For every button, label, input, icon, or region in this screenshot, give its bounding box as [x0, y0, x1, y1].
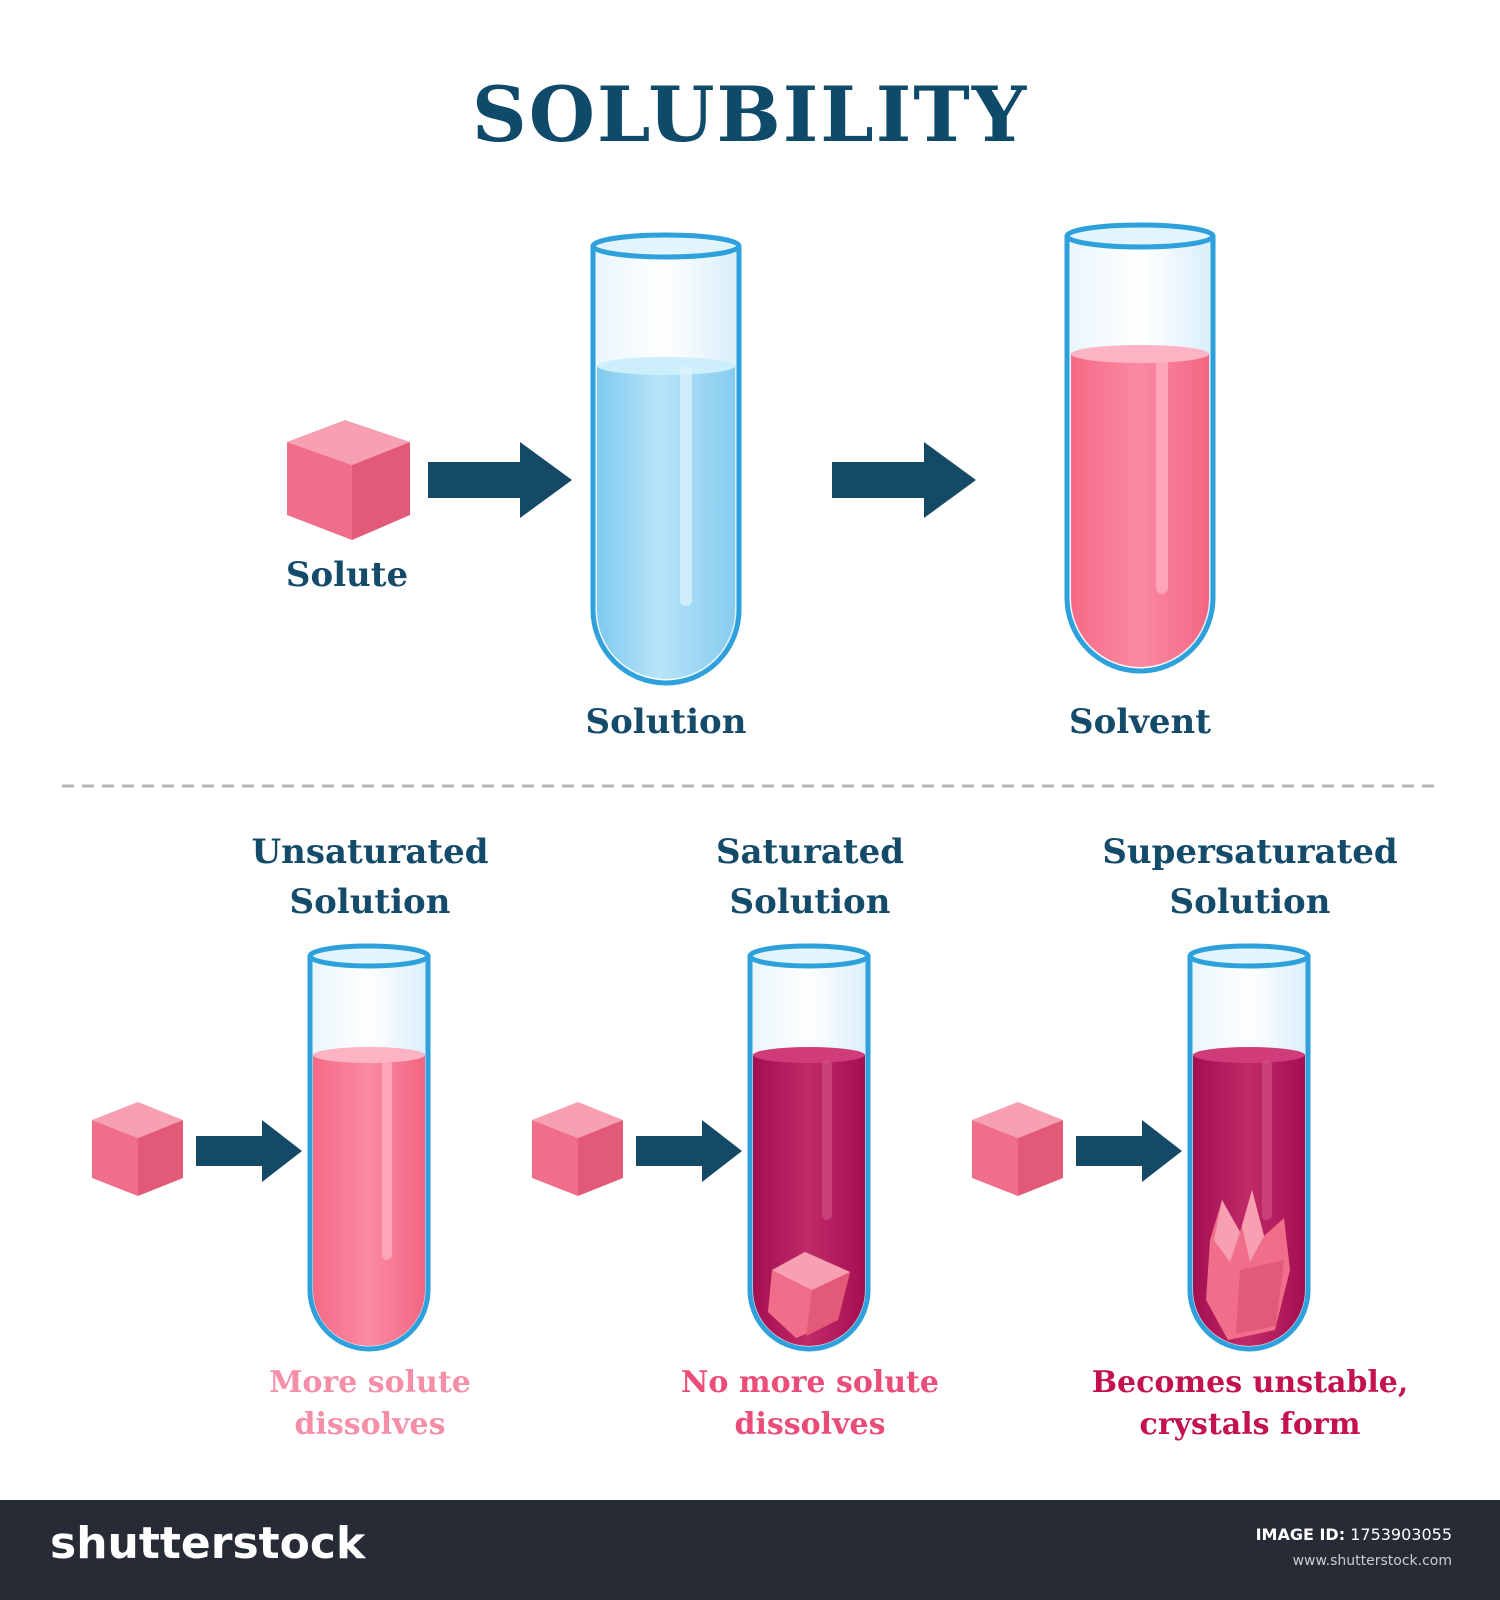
solvent-test-tube [1064, 222, 1216, 674]
solute-cube-icon [287, 420, 410, 540]
arrow-right-icon [196, 1120, 302, 1182]
unsaturated-test-tube [307, 943, 431, 1352]
solvent-label: Solvent [1069, 702, 1211, 742]
watermark-footer: shutterstock IMAGE ID: 1753903055 www.sh… [0, 1500, 1500, 1600]
unsaturated-title-line2: Solution [289, 882, 451, 922]
crystals-icon [1206, 1190, 1290, 1340]
arrow-right-icon [832, 442, 976, 518]
saturated-title-line1: Saturated [715, 832, 905, 872]
unsaturated-liquid [313, 1055, 425, 1346]
unsaturated-caption-line1: More solute [269, 1365, 471, 1400]
diagram-canvas: SOLUBILITY [62, 70, 1438, 1446]
watermark-url: www.shutterstock.com [1292, 1553, 1452, 1569]
solvent-liquid [1071, 354, 1209, 667]
saturated-caption: No more solute dissolves [650, 1362, 970, 1446]
solution-test-tube [590, 232, 742, 686]
image-id-value: 1753903055 [1350, 1525, 1452, 1544]
saturated-test-tube [747, 943, 871, 1352]
unsaturated-caption-line2: dissolves [294, 1407, 446, 1442]
solute-cube-icon [92, 1102, 183, 1196]
supersaturated-test-tube [1187, 943, 1311, 1352]
brand-logo: shutterstock [50, 1518, 366, 1569]
saturated-title: Saturated Solution [660, 827, 960, 927]
solute-cube-icon [972, 1102, 1063, 1196]
supersaturated-caption-line2: crystals form [1139, 1407, 1361, 1442]
supersaturated-title-line1: Supersaturated [1102, 832, 1398, 872]
image-id-label: IMAGE ID: [1255, 1525, 1346, 1544]
unsaturated-caption: More solute dissolves [220, 1362, 520, 1446]
arrow-right-icon [636, 1120, 742, 1182]
page-title: SOLUBILITY [471, 70, 1029, 159]
arrow-right-icon [1076, 1120, 1182, 1182]
solute-cube-icon [532, 1102, 623, 1196]
saturated-caption-line2: dissolves [734, 1407, 886, 1442]
supersaturated-title-line2: Solution [1169, 882, 1331, 922]
supersaturated-caption: Becomes unstable, crystals form [1070, 1362, 1430, 1446]
solution-label: Solution [585, 702, 747, 742]
unsaturated-title: Unsaturated Solution [220, 827, 520, 927]
unsaturated-title-line1: Unsaturated [251, 832, 489, 872]
diagram-graphics [62, 222, 1438, 1352]
solution-liquid [597, 366, 735, 679]
saturated-title-line2: Solution [729, 882, 891, 922]
supersaturated-title: Supersaturated Solution [1080, 827, 1420, 927]
saturated-caption-line1: No more solute [680, 1365, 940, 1400]
image-id-block: IMAGE ID: 1753903055 www.shutterstock.co… [1256, 1522, 1452, 1574]
undissolved-solute-icon [768, 1252, 850, 1338]
arrow-right-icon [428, 442, 572, 518]
supersaturated-caption-line1: Becomes unstable, [1091, 1365, 1409, 1400]
solute-label: Solute [285, 555, 409, 595]
